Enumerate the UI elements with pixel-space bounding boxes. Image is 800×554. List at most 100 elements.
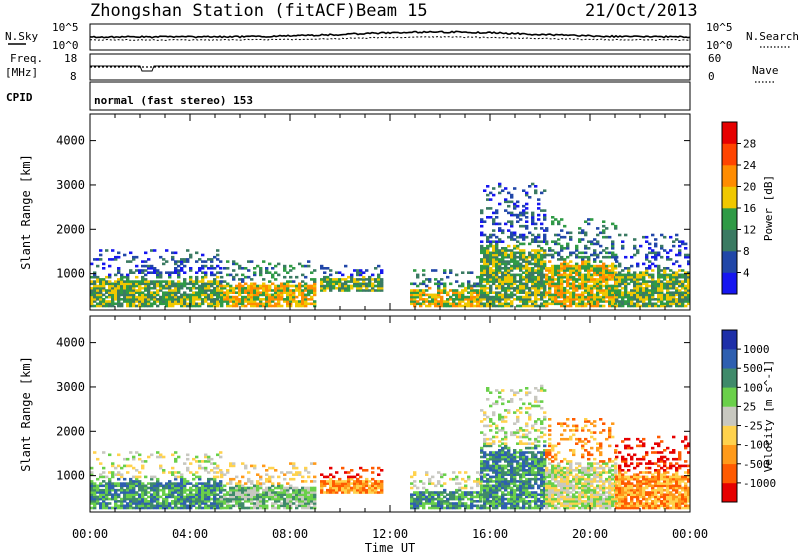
heatmap-cell <box>422 293 426 297</box>
heatmap-cell <box>280 295 284 299</box>
heatmap-cell <box>543 189 547 192</box>
heatmap-cell <box>289 300 293 303</box>
heatmap-cell <box>335 482 339 485</box>
heatmap-cell <box>639 282 643 286</box>
heatmap-cell <box>329 484 333 488</box>
heatmap-cell <box>220 497 224 501</box>
heatmap-cell <box>663 286 667 290</box>
heatmap-cell <box>513 267 517 270</box>
heatmap-cell <box>651 251 655 255</box>
heatmap-cell <box>590 298 594 301</box>
heatmap-cell <box>434 302 438 306</box>
heatmap-cell <box>229 500 233 503</box>
heatmap-cell <box>492 497 496 501</box>
heatmap-cell <box>489 442 493 445</box>
heatmap-cell <box>216 493 220 496</box>
heatmap-cell <box>584 291 588 294</box>
heatmap-cell <box>531 258 535 261</box>
heatmap-cell <box>495 462 499 465</box>
heatmap-cell <box>186 466 190 470</box>
heatmap-cell <box>572 291 576 294</box>
heatmap-cell <box>522 251 526 255</box>
heatmap-cell <box>681 284 685 288</box>
heatmap-cell <box>669 280 673 283</box>
heatmap-cell <box>96 289 100 292</box>
heatmap-cell <box>347 480 351 483</box>
heatmap-cell <box>356 484 360 488</box>
heatmap-cell <box>90 289 94 292</box>
heatmap-cell <box>301 284 305 288</box>
heatmap-cell <box>93 280 97 283</box>
heatmap-cell <box>223 500 227 503</box>
heatmap-cell <box>504 431 508 434</box>
heatmap-cell <box>289 289 293 292</box>
heatmap-cell <box>593 242 597 246</box>
heatmap-cell <box>540 264 544 268</box>
heatmap-cell <box>510 293 514 297</box>
heatmap-cell <box>498 471 502 474</box>
heatmap-cell <box>177 302 181 306</box>
heatmap-cell <box>615 298 619 301</box>
heatmap-cell <box>265 495 269 499</box>
heatmap-cell <box>434 504 438 508</box>
heatmap-cell <box>265 289 269 292</box>
heatmap-cell <box>534 446 538 450</box>
heatmap-cell <box>519 289 523 292</box>
heatmap-cell <box>636 295 640 299</box>
heatmap-cell <box>323 484 327 488</box>
heatmap-cell <box>144 264 148 268</box>
heatmap-cell <box>569 293 573 297</box>
heatmap-cell <box>525 387 529 390</box>
heatmap-cell <box>174 484 178 488</box>
heatmap-cell <box>295 493 299 496</box>
heatmap-cell <box>256 486 260 490</box>
heatmap-cell <box>581 298 585 301</box>
heatmap-cell <box>132 484 136 488</box>
heatmap-cell <box>458 284 462 288</box>
heatmap-cell <box>289 275 293 279</box>
heatmap-cell <box>681 280 685 283</box>
heatmap-cell <box>551 280 555 283</box>
heatmap-cell <box>534 504 538 508</box>
heatmap-cell <box>141 493 145 496</box>
heatmap-cell <box>548 291 552 294</box>
heatmap-cell <box>180 493 184 496</box>
heatmap-cell <box>534 251 538 255</box>
heatmap-cell <box>642 304 646 308</box>
heatmap-cell <box>295 486 299 490</box>
heatmap-cell <box>304 284 308 288</box>
heatmap-cell <box>599 295 603 299</box>
heatmap-cell <box>480 231 484 235</box>
heatmap-cell <box>165 249 169 252</box>
heatmap-cell <box>602 273 606 277</box>
heatmap-cell <box>498 264 502 268</box>
heatmap-cell <box>483 269 487 272</box>
heatmap-cell <box>413 302 417 306</box>
heatmap-cell <box>534 500 538 503</box>
heatmap-cell <box>648 280 652 283</box>
heatmap-cell <box>581 278 585 281</box>
heatmap-cell <box>534 473 538 476</box>
heatmap-cell <box>557 220 561 223</box>
heatmap-cell <box>557 280 561 283</box>
heatmap-cell <box>247 302 251 306</box>
heatmap-cell <box>605 300 609 303</box>
heatmap-cell <box>198 295 202 299</box>
heatmap-cell <box>681 273 685 277</box>
heatmap-cell <box>486 457 490 461</box>
heatmap-cell <box>198 502 202 505</box>
heatmap-cell <box>99 462 103 465</box>
heatmap-cell <box>528 493 532 496</box>
heatmap-cell <box>648 289 652 292</box>
heatmap-cell <box>147 258 151 261</box>
heatmap-cell <box>147 271 151 274</box>
heatmap-cell <box>618 295 622 299</box>
heatmap-cell <box>492 222 496 226</box>
heatmap-cell <box>132 475 136 479</box>
heatmap-cell <box>286 502 290 505</box>
heatmap-cell <box>168 488 172 492</box>
heatmap-cell <box>93 282 97 286</box>
heatmap-cell <box>144 488 148 492</box>
heatmap-cell <box>198 280 202 283</box>
heatmap-cell <box>183 258 187 261</box>
